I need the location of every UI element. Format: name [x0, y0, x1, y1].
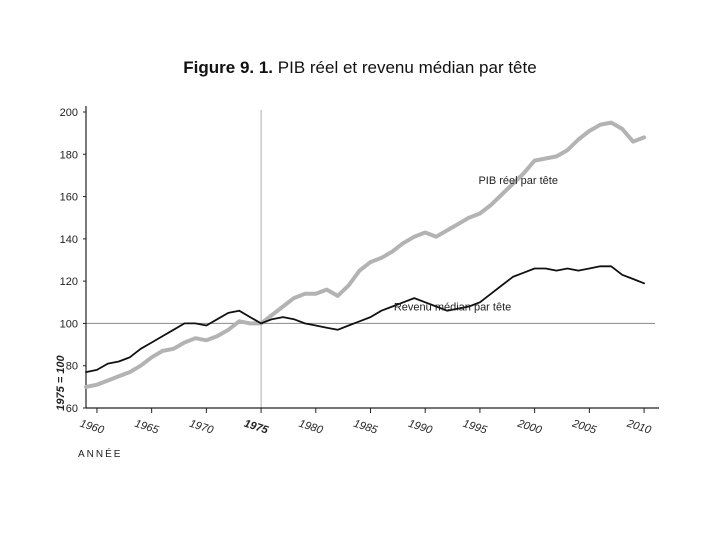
x-tick-label: 1970	[188, 418, 216, 437]
figure-title-text: PIB réel et revenu médian par tête	[277, 58, 537, 77]
y-tick-label: 160	[60, 192, 78, 204]
annotation-revenu-median: Revenu médian par tête	[394, 302, 511, 314]
y-tick-label: 100	[60, 318, 78, 330]
y-tick-label: 180	[60, 149, 78, 161]
x-tick-label: 1980	[297, 418, 325, 437]
series-line-pib	[84, 120, 647, 389]
reference-lines	[86, 110, 655, 408]
y-tick-label: 80	[66, 361, 78, 373]
x-tick-label: 2005	[570, 417, 599, 437]
x-tick-label: 1960	[78, 418, 106, 437]
x-axis-label: ANNÉE	[78, 447, 122, 460]
annotation-pib: PIB réel par tête	[478, 175, 558, 187]
labels: PIB réel par tête Revenu médian par tête	[394, 175, 558, 314]
y-tick-label: 200	[60, 107, 78, 119]
y-tick-label: 60	[66, 403, 78, 415]
x-tick-label: 2010	[625, 417, 654, 437]
x-tick-label: 1965	[133, 418, 161, 437]
x-tick-label: 2000	[515, 417, 544, 437]
y-tick-label: 140	[60, 234, 78, 246]
chart-title: Figure 9. 1. PIB réel et revenu médian p…	[0, 58, 720, 78]
figure-number: Figure 9. 1.	[183, 58, 274, 77]
y-axis-label: 1975 = 100	[55, 354, 67, 410]
x-tick-label: 1985	[352, 418, 380, 437]
x-tick-label: 1975	[243, 418, 271, 437]
series-line-revenu-median	[85, 265, 645, 373]
axes: 60 80 100 120 140 160 180 200 1960 1965 1970 1975 19…	[55, 106, 659, 460]
y-tick-label: 120	[60, 276, 78, 288]
series	[84, 120, 647, 389]
x-tick-label: 1995	[461, 418, 489, 437]
x-tick-label: 1990	[407, 418, 435, 437]
